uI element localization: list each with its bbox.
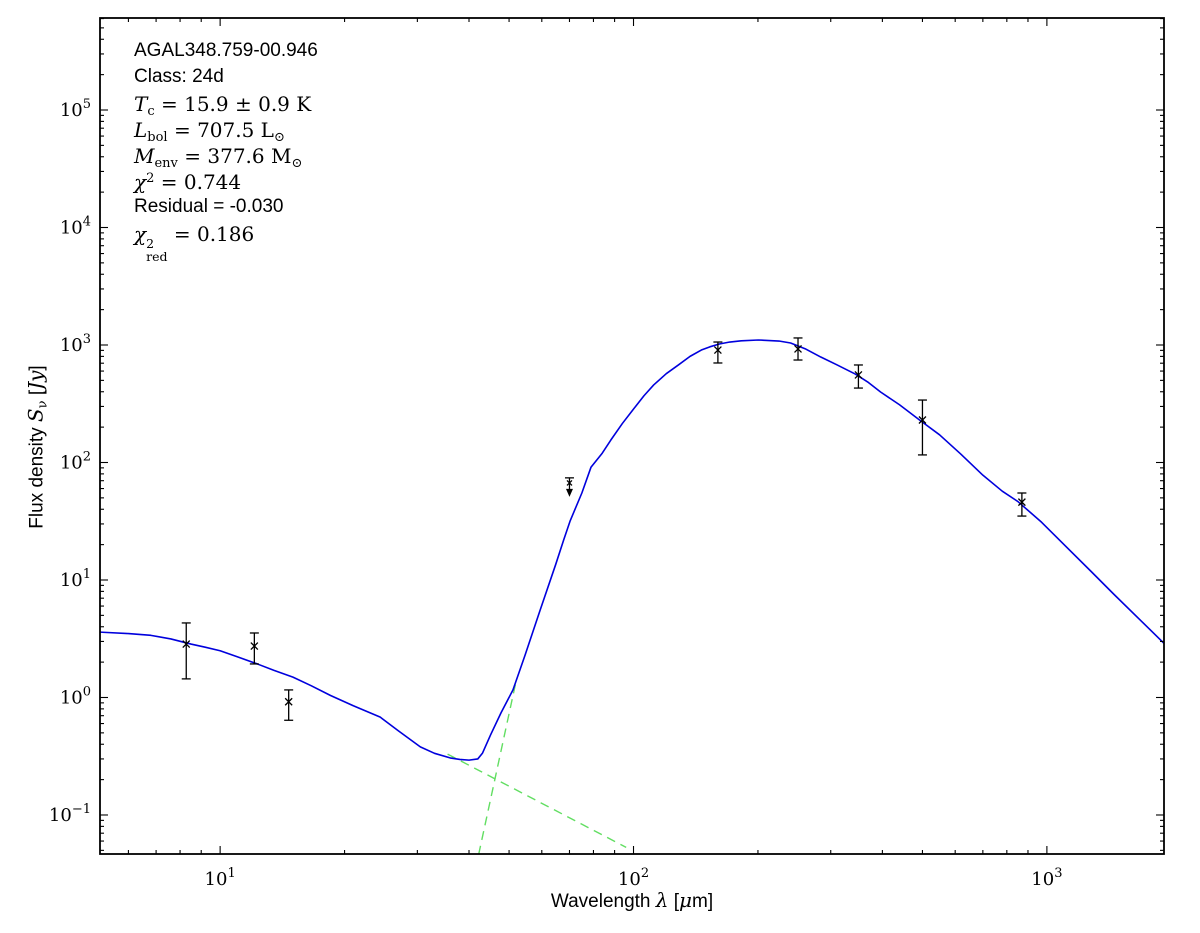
text-segment: ⊙: [273, 130, 285, 145]
text-segment: ⊙: [291, 156, 303, 171]
data-point: [181, 622, 191, 680]
text-segment: χ: [134, 170, 147, 194]
data-points-layer: [181, 337, 1027, 721]
data-point: [249, 632, 259, 665]
text-segment: Class: 24d: [134, 66, 224, 87]
tick-label: 10−1: [49, 802, 91, 826]
tick-label: 102: [618, 866, 649, 890]
tick-label: 102: [60, 449, 91, 473]
data-point: [917, 399, 927, 456]
text-segment: T: [134, 92, 148, 116]
text-segment: = 707.5 L: [167, 118, 274, 142]
annotation-line: χ2 = 0.744: [134, 170, 318, 196]
annotation-line: χ 2 red = 0.186: [134, 222, 318, 263]
text-segment: = 0.186: [167, 222, 255, 246]
annotation-line: AGAL348.759-00.946: [134, 40, 318, 66]
tick-label: 103: [1031, 866, 1062, 890]
text-segment: m]: [692, 891, 714, 912]
text-segment: = 377.6 M: [177, 144, 292, 168]
source-info-annotation: AGAL348.759-00.946 Class: 24d Tc = 15.9 ± …: [134, 40, 318, 263]
text-segment: [: [668, 891, 680, 912]
x-axis-label: Wavelength λ [μm]: [551, 888, 713, 913]
tick-label: 101: [60, 567, 91, 591]
text-segment: S: [23, 408, 48, 423]
tick-label: 104: [60, 214, 91, 238]
text-segment: λ: [655, 888, 669, 912]
data-point: [284, 689, 294, 721]
data-point: [793, 337, 803, 361]
text-segment: μ: [679, 888, 693, 912]
upper-limit-point: [564, 477, 574, 497]
text-segment: ]: [26, 365, 48, 371]
data-point: [713, 341, 723, 364]
text-segment: Wavelength: [550, 891, 656, 912]
tick-label: 105: [60, 97, 91, 121]
tick-label: 100: [60, 684, 91, 708]
ticks-layer: [100, 18, 1164, 854]
text-segment: c: [147, 104, 155, 119]
text-segment: ν: [35, 400, 51, 409]
text-segment: M: [134, 144, 155, 168]
y-axis-label: Flux density Sν [Jy]: [24, 365, 51, 528]
text-segment: 2: [146, 171, 155, 186]
text-segment: = 15.9 ± 0.9 K: [154, 92, 312, 116]
tick-label: 103: [60, 332, 91, 356]
annotation-line: Class: 24d: [134, 66, 318, 92]
series-layer: [100, 339, 1164, 854]
axes-frame: [99, 17, 1165, 855]
data-point: [1017, 492, 1027, 517]
text-segment: L: [134, 118, 148, 142]
annotation-line: Tc = 15.9 ± 0.9 K: [134, 92, 318, 119]
text-segment: env: [154, 156, 178, 171]
curve-total-SED-model-fit: [100, 339, 1164, 761]
tick-label: 101: [205, 866, 236, 890]
tick-labels-layer: 101 102 103 10−1 100 101 102 103 104 105: [49, 97, 1063, 890]
text-segment: = 0.744: [154, 170, 242, 194]
annotation-line: Residual = -0.030: [134, 196, 318, 222]
text-segment: AGAL348.759-00.946: [134, 40, 318, 61]
text-segment: χ: [134, 222, 147, 246]
sup-sub-stack: 2 red: [146, 236, 168, 265]
data-point: [853, 364, 863, 389]
curve-cold-component: [478, 680, 517, 854]
curve-warm-component: [447, 753, 627, 849]
text-segment: [: [26, 389, 48, 401]
text-segment: bol: [147, 130, 168, 145]
text-segment: Jy: [23, 370, 48, 390]
annotation-line: Lbol = 707.5 L⊙: [134, 118, 318, 145]
annotation-line: Menv = 377.6 M⊙: [134, 144, 318, 171]
text-segment: Residual = -0.030: [134, 196, 284, 217]
text-segment: Flux density: [26, 422, 48, 529]
